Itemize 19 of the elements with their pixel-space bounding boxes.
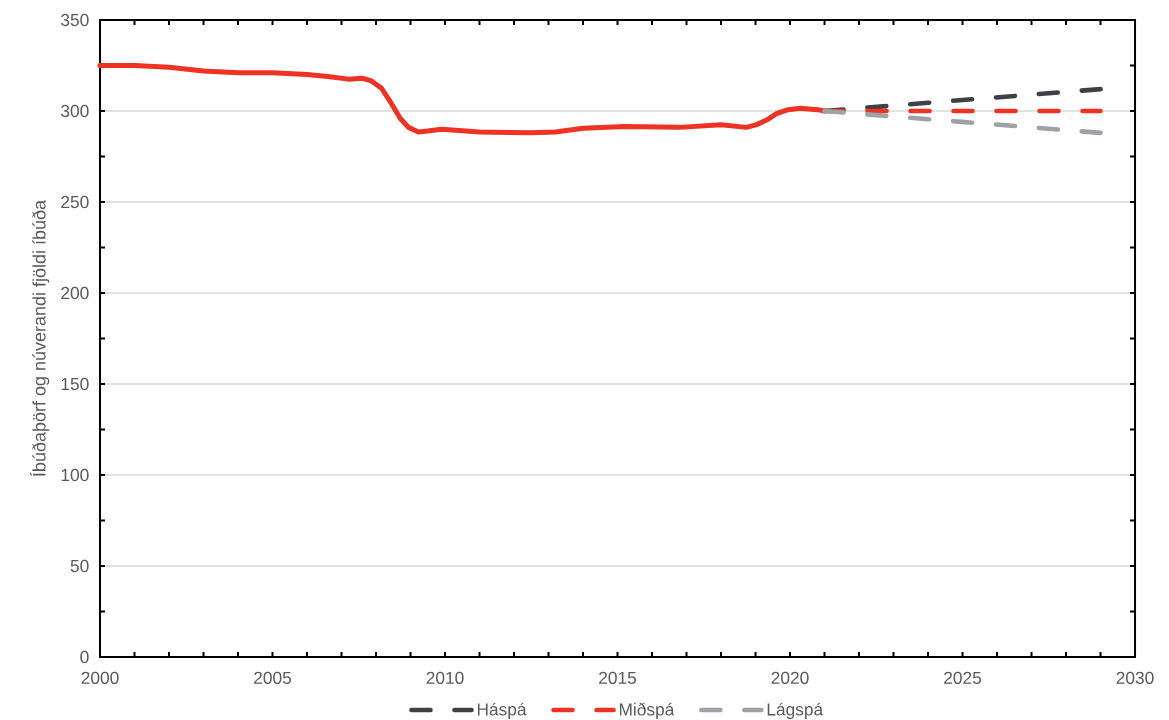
x-tick-label: 2010	[426, 671, 464, 684]
x-tick-label: 2015	[599, 671, 637, 684]
y-tick-label: 250	[61, 195, 89, 209]
x-tick-label: 2000	[81, 671, 119, 684]
y-axis-title: Íbúðaþörf og núverandi fjöldi íbúða	[29, 199, 50, 476]
y-tick-label: 100	[61, 468, 89, 482]
y-tick-label: 300	[61, 104, 89, 118]
x-tick-label: 2025	[944, 671, 982, 684]
y-tick-label: 150	[61, 377, 89, 391]
y-tick-label: 50	[70, 559, 89, 573]
y-tick-label: 0	[80, 650, 89, 664]
legend-label: Miðspá	[619, 702, 675, 720]
x-tick-label: 2005	[254, 671, 292, 684]
y-tick-label: 350	[61, 13, 89, 27]
legend-label: Lágspá	[767, 702, 824, 719]
legend-label: Háspá	[477, 702, 527, 719]
y-tick-label: 200	[61, 286, 89, 300]
x-tick-label: 2030	[1116, 671, 1154, 684]
x-tick-label: 2020	[771, 671, 809, 684]
